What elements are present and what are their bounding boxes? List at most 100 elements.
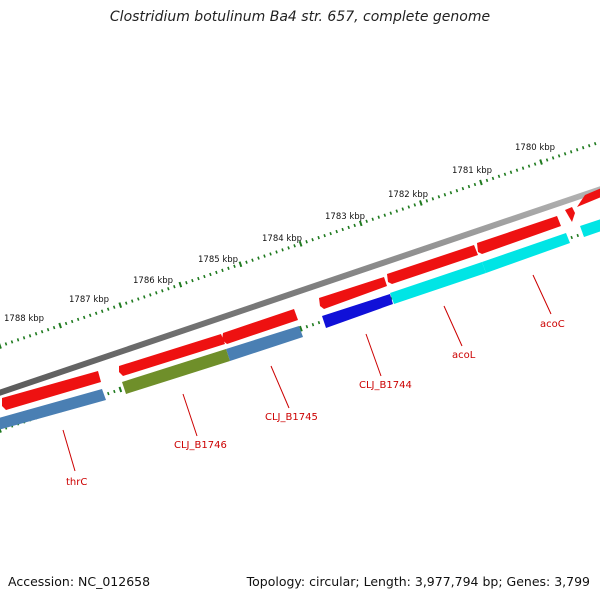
gene-arrow[interactable]	[119, 334, 225, 376]
ruler-tick	[581, 146, 585, 150]
ruler-tick	[238, 261, 243, 268]
ruler-tick	[275, 250, 278, 254]
ruler-tick	[178, 281, 183, 288]
gene-arrow[interactable]	[319, 277, 387, 309]
ruler-label-1785: 1785 kbp	[198, 255, 238, 265]
gene-arrow[interactable]	[2, 371, 101, 410]
ruler-tick	[281, 248, 284, 252]
gene-label-clj-b1746[interactable]: CLJ_B1746	[174, 440, 227, 451]
ruler-tick	[539, 159, 543, 165]
reverse-strand-features	[0, 216, 600, 430]
gene-arrow[interactable]	[577, 184, 600, 207]
ruler-tick	[4, 342, 8, 346]
gene-arrow-thrC[interactable]	[0, 389, 106, 430]
ruler-tick	[419, 200, 423, 206]
ruler-tick	[570, 235, 573, 240]
ruler-tick	[28, 334, 32, 338]
ruler-tick	[305, 324, 309, 329]
ruler-label-1782: 1782 kbp	[388, 190, 428, 200]
ruler-tick	[0, 427, 2, 433]
ruler-tick	[233, 264, 236, 268]
ruler-tick	[0, 343, 2, 349]
ruler-tick	[94, 311, 98, 315]
ruler-tick	[263, 254, 266, 258]
ruler-tick	[70, 319, 74, 324]
ruler-tick	[82, 315, 86, 320]
ruler-tick	[413, 203, 417, 207]
ruler-tick	[143, 295, 146, 299]
gene-arrow-clj-b1745[interactable]	[226, 326, 303, 361]
ruler-tick	[46, 327, 50, 332]
ruler-tick	[491, 176, 495, 181]
ruler-tick	[395, 209, 399, 213]
ruler-tick	[323, 233, 326, 238]
gene-arrow-clj-b1744[interactable]	[322, 294, 393, 328]
ruler-tick	[185, 280, 188, 285]
ruler-tick	[257, 256, 260, 260]
ruler-tick	[371, 217, 374, 221]
ruler-tick	[557, 154, 561, 158]
ruler-tick	[437, 195, 441, 199]
ruler-tick	[118, 386, 123, 393]
gene-label-thrC[interactable]: thrC	[66, 477, 87, 488]
ruler-label-1786: 1786 kbp	[133, 276, 173, 286]
ruler-tick	[576, 233, 579, 238]
ruler-tick	[377, 215, 380, 219]
ruler-tick	[191, 278, 194, 283]
ruler-tick	[358, 220, 363, 227]
ruler-tick	[341, 227, 344, 232]
ruler-tick	[461, 186, 465, 191]
ruler-tick	[329, 231, 332, 236]
ruler-tick	[335, 229, 338, 234]
gene-arrow[interactable]	[387, 245, 478, 284]
ruler-tick	[106, 307, 110, 311]
gene-arrow[interactable]	[222, 309, 298, 344]
ruler-tick	[245, 260, 248, 264]
ruler-label-1783: 1783 kbp	[325, 212, 365, 222]
ruler-tick	[551, 156, 555, 160]
ruler-tick	[425, 199, 429, 203]
ruler-tick	[527, 164, 531, 168]
gene-label-acoC[interactable]: acoC	[540, 319, 565, 330]
ruler-tick	[455, 188, 459, 193]
ruler-tick	[227, 266, 230, 270]
gene-arrow-acoC-right[interactable]	[580, 216, 600, 237]
gene-arrow[interactable]	[565, 207, 575, 222]
gene-arrow[interactable]	[477, 216, 561, 254]
gene-arrow-acoL[interactable]	[390, 262, 486, 304]
ruler-tick	[473, 182, 477, 187]
ruler-tick	[137, 297, 140, 301]
ruler-tick	[533, 162, 537, 166]
ruler-tick	[563, 152, 567, 156]
ruler-tick	[317, 320, 321, 325]
ruler-tick	[113, 389, 116, 394]
ruler-tick	[22, 336, 26, 340]
ruler-tick	[293, 244, 296, 248]
ruler-label-1788: 1788 kbp	[4, 314, 44, 324]
gene-arrow-acoC[interactable]	[482, 233, 570, 273]
topology-text: Topology: circular; Length: 3,977,794 bp…	[246, 574, 590, 589]
ruler-tick	[125, 301, 128, 305]
ruler-tick	[34, 332, 38, 336]
ruler-tick	[521, 166, 525, 170]
ruler-tick	[443, 193, 447, 197]
gene-label-clj-b1744[interactable]: CLJ_B1744	[359, 380, 412, 391]
ruler-tick	[407, 205, 411, 209]
gene-arrow-clj-b1746[interactable]	[122, 349, 230, 394]
ruler-tick	[221, 268, 224, 273]
gene-label-acoL[interactable]: acoL	[452, 350, 476, 361]
ruler-tick	[431, 197, 435, 201]
ruler-tick	[131, 299, 134, 303]
ruler-tick	[311, 322, 315, 327]
ruler-tick	[16, 338, 20, 342]
ruler-tick	[40, 330, 44, 334]
ruler-tick	[197, 276, 200, 281]
forward-strand-features	[2, 184, 600, 410]
ruler-tick	[449, 191, 453, 195]
ruler-tick	[215, 270, 218, 275]
ruler-tick	[347, 225, 350, 230]
map-title: Clostridium botulinum Ba4 str. 657, comp…	[109, 9, 491, 25]
gene-label-clj-b1745[interactable]: CLJ_B1745	[265, 412, 318, 423]
ruler-tick	[100, 309, 104, 313]
